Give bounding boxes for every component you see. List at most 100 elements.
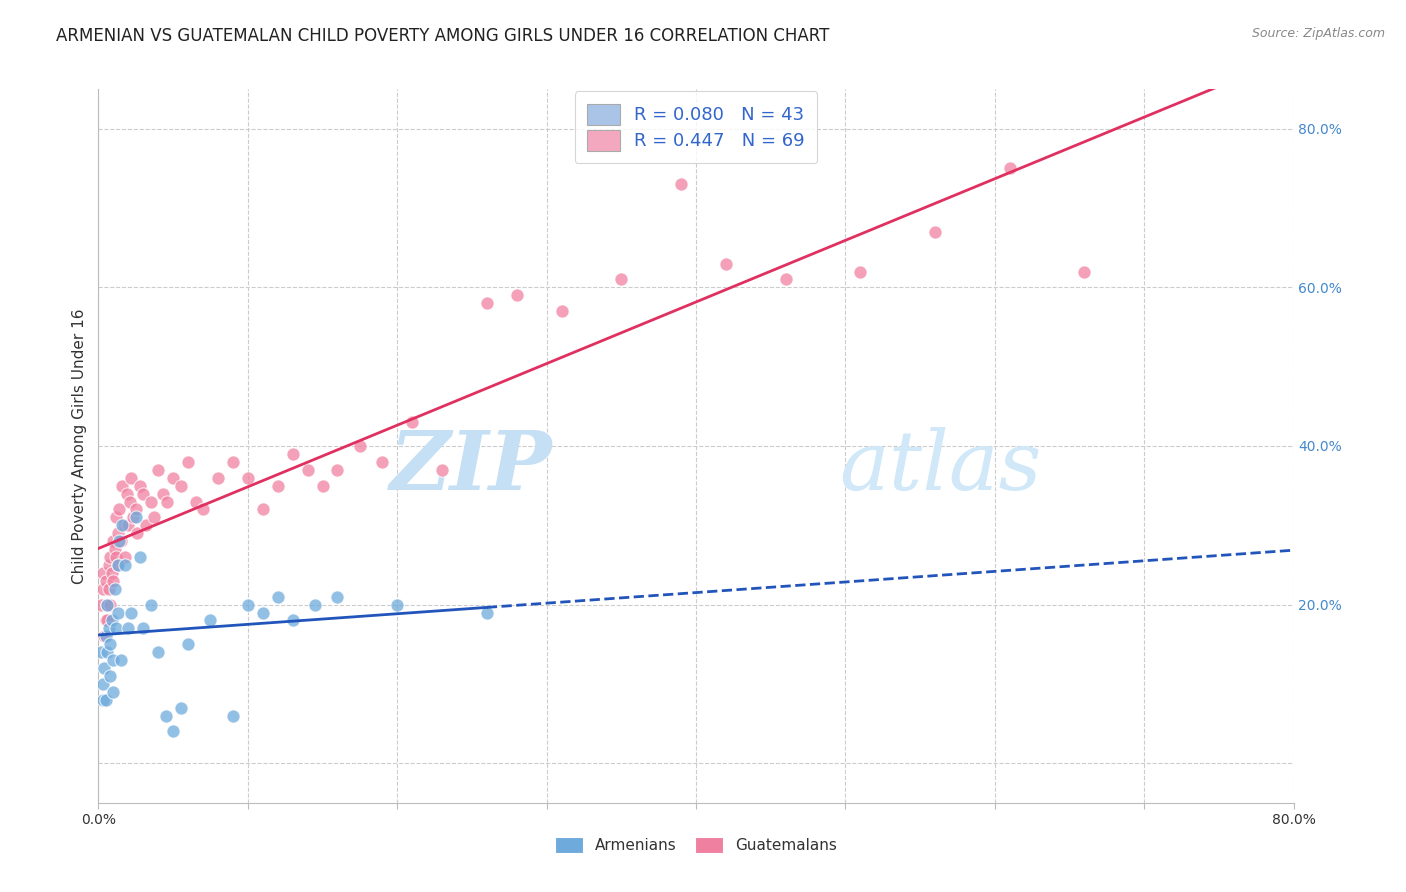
Point — [371, 455, 394, 469]
Point — [94, 692, 117, 706]
Legend: Armenians, Guatemalans: Armenians, Guatemalans — [550, 831, 842, 859]
Point — [998, 161, 1021, 176]
Point — [91, 582, 114, 596]
Text: ARMENIAN VS GUATEMALAN CHILD POVERTY AMONG GIRLS UNDER 16 CORRELATION CHART: ARMENIAN VS GUATEMALAN CHILD POVERTY AMO… — [56, 27, 830, 45]
Point — [90, 645, 112, 659]
Point — [121, 510, 143, 524]
Point — [94, 614, 117, 628]
Point — [475, 296, 498, 310]
Point — [110, 653, 132, 667]
Point — [184, 494, 207, 508]
Point — [103, 534, 125, 549]
Point — [177, 637, 200, 651]
Point — [139, 598, 162, 612]
Text: Source: ZipAtlas.com: Source: ZipAtlas.com — [1251, 27, 1385, 40]
Point — [252, 502, 274, 516]
Point — [191, 502, 214, 516]
Point — [132, 486, 155, 500]
Point — [98, 669, 122, 683]
Point — [236, 598, 259, 612]
Point — [90, 598, 112, 612]
Point — [135, 518, 157, 533]
Point — [91, 677, 114, 691]
Point — [236, 471, 259, 485]
Point — [252, 606, 274, 620]
Point — [96, 598, 118, 612]
Point — [97, 582, 120, 596]
Y-axis label: Child Poverty Among Girls Under 16: Child Poverty Among Girls Under 16 — [72, 309, 87, 583]
Point — [152, 486, 174, 500]
Point — [94, 574, 117, 588]
Point — [385, 598, 409, 612]
Point — [129, 478, 152, 492]
Point — [475, 606, 498, 620]
Point — [297, 463, 319, 477]
Point — [91, 566, 114, 580]
Point — [120, 471, 142, 485]
Point — [222, 455, 245, 469]
Point — [103, 653, 125, 667]
Point — [200, 614, 222, 628]
Point — [114, 558, 136, 572]
Point — [91, 692, 114, 706]
Point — [111, 478, 134, 492]
Point — [550, 304, 572, 318]
Point — [120, 606, 142, 620]
Point — [94, 629, 117, 643]
Point — [610, 272, 633, 286]
Point — [93, 629, 115, 643]
Point — [775, 272, 797, 286]
Point — [169, 700, 191, 714]
Point — [96, 614, 118, 628]
Point — [326, 590, 349, 604]
Point — [96, 598, 118, 612]
Point — [148, 645, 170, 659]
Point — [103, 685, 125, 699]
Point — [326, 463, 349, 477]
Point — [93, 661, 115, 675]
Point — [222, 708, 245, 723]
Point — [107, 558, 129, 572]
Point — [156, 494, 179, 508]
Point — [98, 637, 122, 651]
Point — [108, 502, 131, 516]
Point — [139, 494, 162, 508]
Point — [401, 415, 423, 429]
Point — [849, 264, 872, 278]
Point — [118, 494, 141, 508]
Point — [267, 590, 290, 604]
Point — [107, 558, 129, 572]
Point — [304, 598, 326, 612]
Point — [267, 478, 290, 492]
Point — [148, 463, 170, 477]
Point — [142, 510, 165, 524]
Point — [117, 621, 139, 635]
Point — [162, 724, 184, 739]
Point — [162, 471, 184, 485]
Point — [714, 257, 737, 271]
Text: ZIP: ZIP — [389, 427, 553, 508]
Point — [103, 574, 125, 588]
Point — [1073, 264, 1095, 278]
Point — [110, 534, 132, 549]
Point — [127, 526, 149, 541]
Point — [117, 518, 139, 533]
Point — [125, 510, 148, 524]
Point — [105, 549, 128, 564]
Point — [155, 708, 177, 723]
Point — [125, 502, 148, 516]
Point — [349, 439, 371, 453]
Point — [311, 478, 333, 492]
Point — [107, 526, 129, 541]
Point — [169, 478, 191, 492]
Point — [669, 178, 692, 192]
Text: atlas: atlas — [839, 427, 1042, 508]
Point — [924, 225, 946, 239]
Point — [105, 621, 128, 635]
Point — [107, 606, 129, 620]
Point — [114, 549, 136, 564]
Point — [111, 518, 134, 533]
Point — [129, 549, 152, 564]
Point — [177, 455, 200, 469]
Point — [115, 486, 138, 500]
